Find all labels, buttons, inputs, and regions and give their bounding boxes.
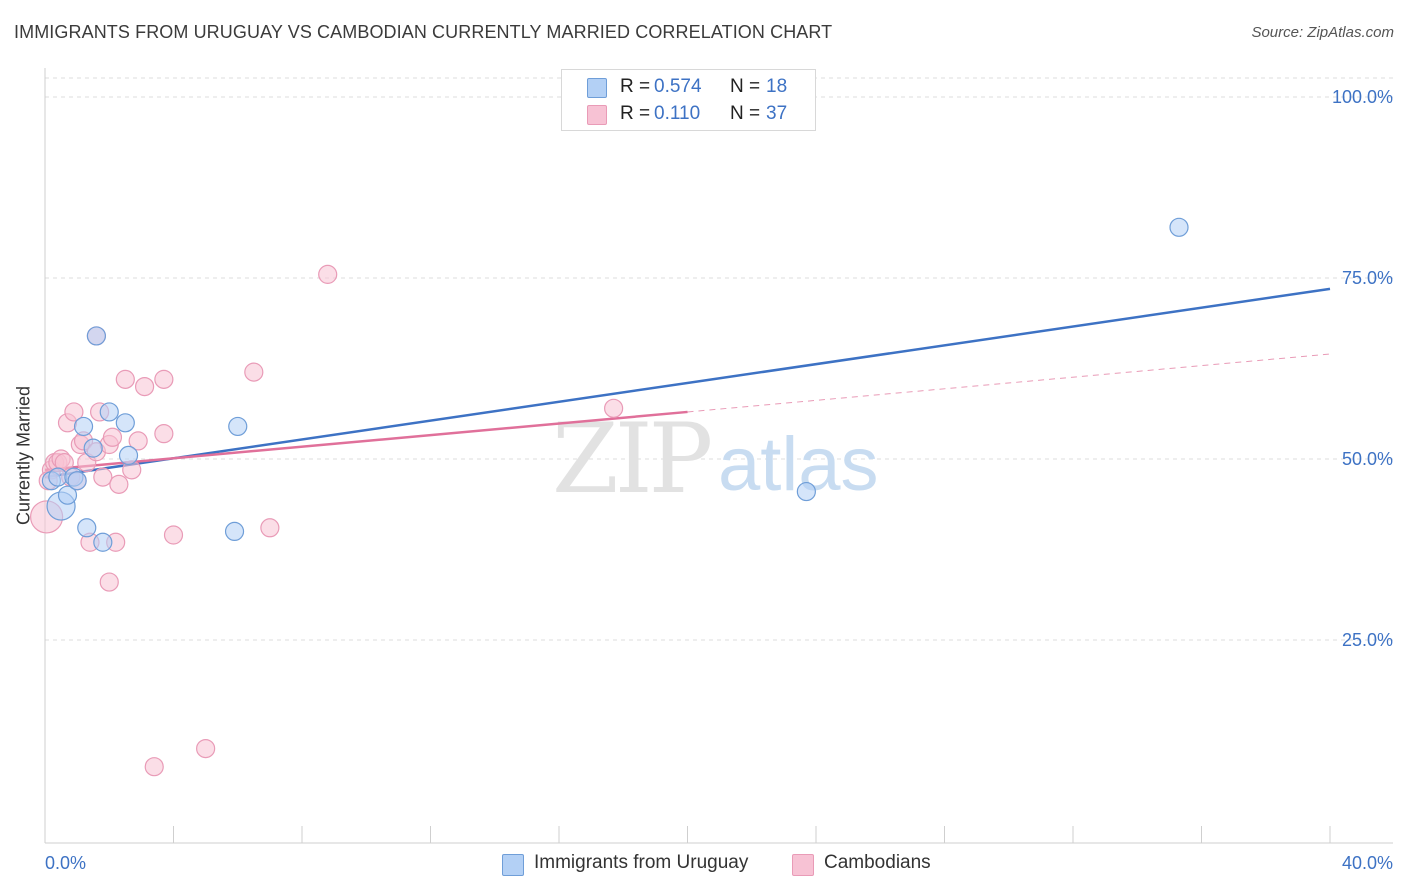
x-tick-label: 0.0% [45,853,86,873]
y-tick-label: 75.0% [1342,268,1393,288]
bottom-legend-label: Cambodians [824,852,931,873]
cambodians-point [64,402,84,422]
bottom-legend-label: Immigrants from Uruguay [534,852,749,873]
cambodians-point [115,369,135,389]
cambodians-point [93,467,113,487]
uruguay-point [796,481,816,502]
legend-n-label: N = [730,76,761,97]
cambodians-point [163,525,184,545]
uruguay-point [99,402,119,422]
legend-n-value: 37 [766,103,788,124]
cambodians-point [260,518,280,538]
uruguay-trend-line [44,287,1331,479]
cambodians-point [99,572,119,592]
cambodians-point [102,427,123,447]
cambodians-point [154,424,174,444]
cambodians-point [318,264,338,284]
uruguay-point [83,438,103,458]
legend-n-label: N = [730,103,761,124]
cambodians-trend-line [44,410,688,472]
uruguay-point [115,413,135,433]
uruguay-point [73,416,94,437]
uruguay-point [93,532,113,552]
legend-r-label: R = [620,76,651,97]
legend-r-value: 0.574 [654,76,702,97]
uruguay-point [67,471,87,491]
watermark-zip: ZIP [552,403,711,515]
chart-title: IMMIGRANTS FROM URUGUAY VS CAMBODIAN CUR… [14,22,833,42]
cambodians-point [604,398,624,418]
legend-r-value: 0.110 [654,103,701,124]
cambodians-point [244,362,264,382]
legend-r-label: R = [620,103,651,124]
legend-swatch-pink [587,105,607,125]
tick-labels: 25.0% 50.0% 75.0% 100.0% 0.0% 40.0% [45,87,1393,873]
bottom-legend-swatch-pink [792,854,814,876]
y-tick-label: 25.0% [1342,630,1393,650]
y-tick-label: 50.0% [1342,449,1393,469]
cambodians-trend-extrapolated [687,353,1331,413]
uruguay-point [48,467,68,487]
uruguay-point [228,416,248,437]
y-axis-label: Currently Married [13,385,34,526]
cambodians-point [134,377,155,397]
uruguay-point [86,326,107,346]
y-tick-label: 100.0% [1332,87,1393,107]
uruguay-point [1169,217,1189,237]
x-tick-label: 40.0% [1342,853,1393,873]
legend-swatch-blue [587,78,607,98]
cambodians-points [30,264,624,777]
cambodians-point [109,474,129,494]
uruguay-points [41,217,1189,552]
uruguay-point [224,521,245,542]
bottom-legend-swatch-blue [502,854,524,876]
cambodians-point [154,369,174,389]
cambodians-point [128,431,148,451]
cambodians-point [144,757,164,777]
trend-lines [44,287,1331,479]
uruguay-point [118,445,139,465]
grid-lines [45,77,1393,641]
legend-n-value: 18 [766,76,788,97]
axes [44,68,1393,844]
correlation-legend: R = 0.574 N = 18 R = 0.110 N = 37 [561,69,816,131]
cambodians-point [196,738,216,759]
uruguay-point [77,518,97,538]
uruguay-point [57,485,78,505]
source-label: Source: ZipAtlas.com [1251,24,1394,41]
